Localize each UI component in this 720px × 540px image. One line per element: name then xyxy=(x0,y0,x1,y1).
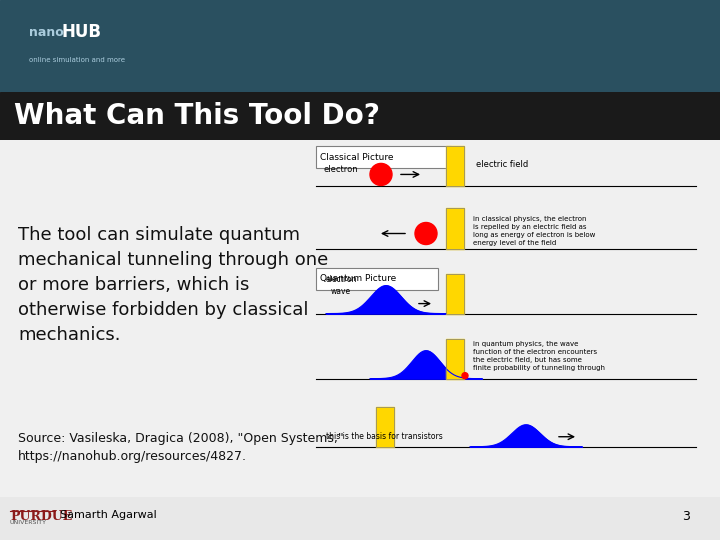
Circle shape xyxy=(370,164,392,185)
Text: electron
wave: electron wave xyxy=(325,275,356,295)
Bar xyxy=(446,146,464,186)
Bar xyxy=(376,407,394,447)
Text: Samarth Agarwal: Samarth Agarwal xyxy=(60,510,157,520)
Circle shape xyxy=(415,222,437,245)
Text: nano: nano xyxy=(29,25,63,39)
Text: Quantum Picture: Quantum Picture xyxy=(320,274,396,283)
Bar xyxy=(316,146,451,168)
Text: Source: Vasileska, Dragica (2008), "Open Systems,"
https://nanohub.org/resources: Source: Vasileska, Dragica (2008), "Open… xyxy=(18,431,343,463)
Bar xyxy=(446,274,464,314)
Text: this is the basis for transistors: this is the basis for transistors xyxy=(326,432,443,441)
Bar xyxy=(446,208,464,248)
Text: PURDUE: PURDUE xyxy=(10,510,72,523)
Bar xyxy=(316,267,438,289)
Bar xyxy=(446,274,464,314)
Text: 3: 3 xyxy=(682,510,690,523)
Text: online simulation and more: online simulation and more xyxy=(29,57,125,63)
Bar xyxy=(376,407,394,447)
Bar xyxy=(446,208,464,248)
Bar xyxy=(446,339,464,379)
Bar xyxy=(446,339,464,379)
Text: electron: electron xyxy=(324,165,359,174)
Text: in quantum physics, the wave
function of the electron encounters
the electric fi: in quantum physics, the wave function of… xyxy=(473,341,605,370)
Text: in classical physics, the electron
is repelled by an electric field as
long as e: in classical physics, the electron is re… xyxy=(473,217,595,246)
Text: What Can This Tool Do?: What Can This Tool Do? xyxy=(14,102,380,130)
Text: HUB: HUB xyxy=(61,23,102,41)
Text: Classical Picture: Classical Picture xyxy=(320,153,394,162)
Text: UNIVERSITY: UNIVERSITY xyxy=(10,520,47,525)
Text: The tool can simulate quantum
mechanical tunneling through one
or more barriers,: The tool can simulate quantum mechanical… xyxy=(18,226,328,345)
Bar xyxy=(446,146,464,186)
Text: electric field: electric field xyxy=(476,160,528,169)
Circle shape xyxy=(462,373,468,379)
